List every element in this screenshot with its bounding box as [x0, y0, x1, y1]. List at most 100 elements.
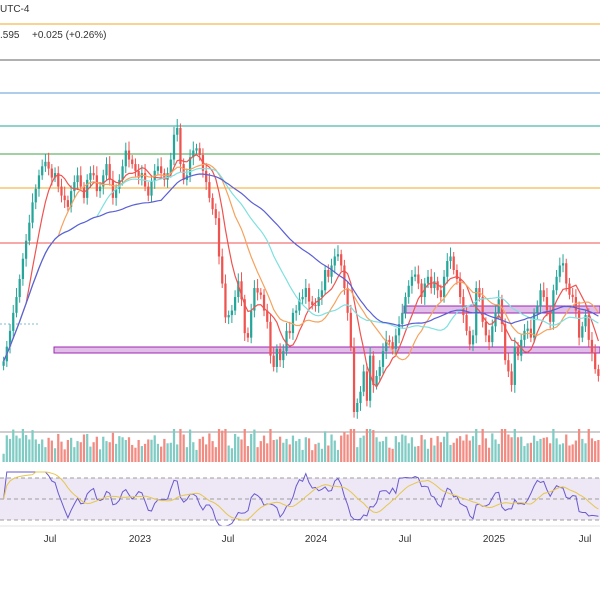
volume-bar	[15, 435, 18, 462]
volume-bar	[208, 433, 211, 462]
volume-bar	[147, 439, 150, 462]
volume-bar	[269, 429, 272, 462]
volume-bar	[69, 437, 73, 462]
candle-body	[272, 355, 275, 367]
candle-body	[397, 324, 401, 336]
candle-body	[278, 348, 282, 361]
candle-body	[76, 175, 79, 183]
volume-bar	[465, 434, 468, 462]
volume-bar	[153, 435, 156, 462]
candle-body	[156, 166, 160, 171]
volume-bar	[314, 444, 317, 462]
volume-bar	[362, 435, 365, 462]
volume-bar	[513, 429, 516, 462]
ma-fast-line	[3, 154, 599, 388]
candle-body	[253, 288, 256, 311]
candle-body	[266, 310, 269, 322]
candle-body	[166, 173, 169, 180]
volume-bar	[47, 437, 50, 462]
candle-body	[269, 321, 272, 356]
candle-body	[381, 351, 385, 367]
volume-bar	[478, 444, 481, 462]
volume-bar	[201, 436, 205, 462]
volume-bar	[211, 441, 214, 462]
candle-body	[124, 150, 127, 167]
volume-bar	[275, 439, 279, 462]
candle-body	[208, 182, 211, 198]
candle-body	[86, 179, 89, 198]
volume-bar	[323, 431, 327, 462]
volume-bar	[500, 429, 504, 462]
volume-bar	[449, 444, 452, 462]
volume-bar	[414, 446, 417, 462]
volume-bar	[28, 439, 31, 462]
volume-bar	[285, 438, 288, 462]
volume-bar	[307, 438, 311, 462]
candle-body	[439, 290, 442, 298]
candle-body	[487, 335, 491, 343]
volume-bar	[301, 449, 304, 462]
volume-bar	[439, 442, 442, 462]
volume-bar	[82, 434, 86, 462]
candle-body	[307, 288, 311, 302]
volume-bar	[179, 429, 182, 462]
volume-bar	[250, 433, 253, 462]
candle-body	[417, 274, 420, 284]
x-tick-label: 2024	[305, 534, 328, 545]
volume-bar	[587, 429, 590, 462]
candle-body	[372, 355, 375, 385]
candle-body	[24, 240, 28, 259]
volume-bar	[217, 429, 221, 462]
candle-body	[28, 222, 31, 241]
candle-body	[63, 195, 66, 201]
change-label: +0.025 (+0.26%)	[32, 30, 107, 41]
volume-bar	[539, 438, 542, 462]
volume-bar	[5, 435, 8, 462]
candle-body	[98, 186, 102, 192]
volume-bar	[253, 429, 256, 462]
candle-body	[584, 315, 587, 327]
candle-body	[108, 164, 111, 180]
volume-bar	[404, 435, 407, 462]
candle-body	[21, 258, 25, 280]
volume-bar	[394, 436, 397, 462]
candle-body	[481, 297, 484, 322]
volume-bar	[484, 438, 487, 462]
candle-body	[275, 348, 279, 367]
candle-body	[102, 175, 105, 187]
volume-bar	[494, 439, 497, 462]
volume-bar	[237, 436, 240, 462]
volume-bar	[163, 438, 166, 462]
volume-bar	[53, 448, 57, 462]
candle-body	[468, 330, 471, 345]
volume-bar	[597, 440, 600, 462]
volume-bar	[532, 435, 536, 462]
volume-bar	[401, 434, 404, 462]
volume-bar	[574, 440, 578, 462]
volume-bar	[262, 435, 266, 462]
volume-bar	[330, 434, 333, 462]
candle-body	[41, 166, 44, 176]
volume-bar	[462, 440, 465, 462]
candle-body	[510, 371, 513, 385]
candle-body	[285, 330, 288, 352]
volume-bar	[195, 449, 198, 462]
candle-body	[410, 276, 414, 286]
candle-body	[127, 150, 131, 160]
volume-bar	[571, 444, 574, 462]
candle-body	[131, 159, 134, 165]
volume-bar	[426, 448, 430, 462]
volume-bar	[188, 429, 192, 462]
candle-body	[516, 346, 520, 356]
candle-body	[420, 283, 423, 298]
volume-bar	[552, 429, 555, 462]
candle-body	[433, 281, 436, 289]
candle-body	[69, 191, 73, 207]
candle-body	[118, 179, 121, 189]
volume-bar	[259, 441, 262, 462]
volume-bar	[368, 429, 372, 462]
volume-bar	[523, 446, 526, 462]
volume-bar	[452, 442, 455, 462]
volume-bar	[423, 439, 426, 462]
